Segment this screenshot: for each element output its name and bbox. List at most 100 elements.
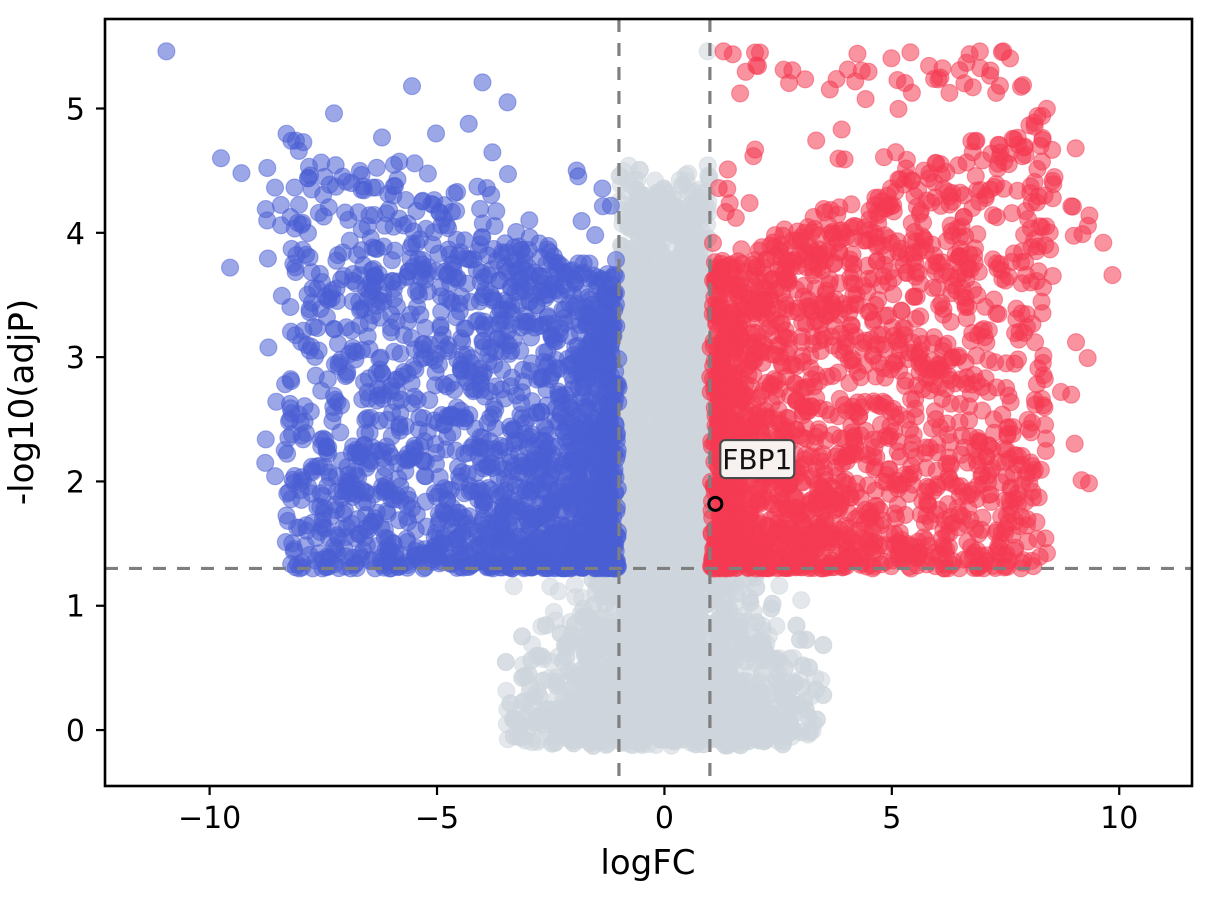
- scatter-point: [496, 652, 515, 672]
- scatter-point: [626, 689, 645, 708]
- scatter-point: [632, 346, 651, 365]
- scatter-point: [634, 246, 653, 265]
- scatter-point: [619, 156, 638, 175]
- scatter-point: [634, 319, 653, 338]
- scatter-point: [679, 164, 698, 183]
- scatter-point: [541, 577, 560, 596]
- scatter-point: [655, 216, 674, 235]
- scatter-point: [621, 200, 640, 219]
- scatter-point: [747, 613, 766, 632]
- scatter-point: [596, 662, 615, 681]
- scatter-point: [596, 587, 615, 606]
- scatter-point: [675, 578, 694, 597]
- scatter-point: [684, 479, 704, 498]
- scatter-point: [666, 249, 685, 269]
- scatter-point: [513, 627, 532, 646]
- scatter-point: [627, 401, 646, 420]
- scatter-point: [612, 732, 631, 751]
- scatter-point: [787, 616, 806, 635]
- scatter-point: [632, 577, 651, 596]
- scatter-point: [768, 651, 787, 670]
- scatter-points-layer: [157, 42, 1122, 755]
- scatter-point: [528, 646, 547, 665]
- scatter-point: [625, 420, 644, 439]
- scatter-point: [686, 236, 706, 255]
- scatter-point: [716, 623, 736, 642]
- scatter-point: [753, 647, 772, 666]
- scatter-point: [770, 576, 789, 595]
- scatter-point: [709, 642, 728, 661]
- scatter-point: [642, 482, 661, 501]
- scatter-point: [745, 628, 764, 647]
- scatter-point: [793, 656, 812, 675]
- scatter-point: [636, 672, 655, 691]
- scatter-point: [504, 577, 523, 596]
- scatter-point: [672, 616, 691, 636]
- scatter-point: [575, 641, 594, 660]
- scatter-point: [683, 215, 703, 234]
- scatter-point: [683, 265, 703, 284]
- scatter-point: [661, 466, 680, 485]
- scatter-point: [677, 297, 696, 317]
- scatter-point: [714, 598, 733, 617]
- scatter-point: [774, 727, 794, 746]
- scatter-point: [685, 557, 705, 576]
- scatter-point: [725, 713, 744, 732]
- scatter-point: [650, 590, 669, 609]
- scatter-point: [577, 681, 596, 700]
- scatter-point: [632, 363, 651, 382]
- scatter-point: [814, 636, 833, 655]
- scatter-point: [648, 183, 667, 202]
- scatter-point: [632, 454, 651, 473]
- scatter-point: [657, 431, 676, 450]
- scatter-point: [661, 703, 680, 722]
- scatter-point: [537, 711, 556, 730]
- scatter-point: [622, 220, 641, 239]
- scatter-point: [800, 723, 819, 742]
- scatter-point: [666, 730, 685, 749]
- scatter-point: [726, 584, 746, 603]
- scatter-point: [543, 734, 562, 753]
- scatter-point: [661, 323, 680, 342]
- scatter-point: [566, 588, 585, 607]
- scatter-point: [789, 695, 808, 715]
- scatter-point: [651, 283, 670, 302]
- scatter-point: [814, 685, 833, 705]
- scatter-point: [331, 423, 350, 442]
- scatter-point: [554, 652, 573, 671]
- scatter-point: [649, 404, 668, 423]
- scatter-point: [600, 682, 619, 702]
- scatter-point: [720, 693, 739, 712]
- scatter-point: [664, 190, 683, 209]
- scatter-point: [620, 615, 639, 634]
- scatter-point: [725, 651, 744, 670]
- scatter-point: [676, 512, 695, 531]
- scatter-point: [551, 624, 570, 643]
- scatter-point: [666, 640, 685, 659]
- scatter-point: [512, 728, 531, 747]
- scatter-point: [515, 667, 534, 686]
- scatter-point: [643, 613, 662, 632]
- scatter-point: [681, 376, 700, 395]
- scatter-point: [639, 706, 659, 725]
- scatter-point: [514, 692, 533, 711]
- scatter-point: [747, 729, 766, 748]
- scatter-point: [581, 712, 600, 731]
- scatter-point: [598, 698, 617, 717]
- scatter-point: [688, 623, 708, 642]
- scatter-point: [648, 651, 668, 670]
- scatter-point: [578, 607, 597, 626]
- scatter-point: [763, 698, 782, 717]
- scatter-point: [581, 658, 600, 677]
- scatter-point: [664, 381, 683, 400]
- scatter-point: [586, 226, 605, 245]
- scatter-point: [724, 675, 743, 694]
- scatter-point: [762, 599, 781, 618]
- scatter-point: [679, 531, 698, 550]
- scatter-point: [770, 682, 789, 702]
- scatter-point: [628, 492, 647, 511]
- scatter-point: [792, 591, 811, 610]
- scatter-point: [612, 579, 631, 598]
